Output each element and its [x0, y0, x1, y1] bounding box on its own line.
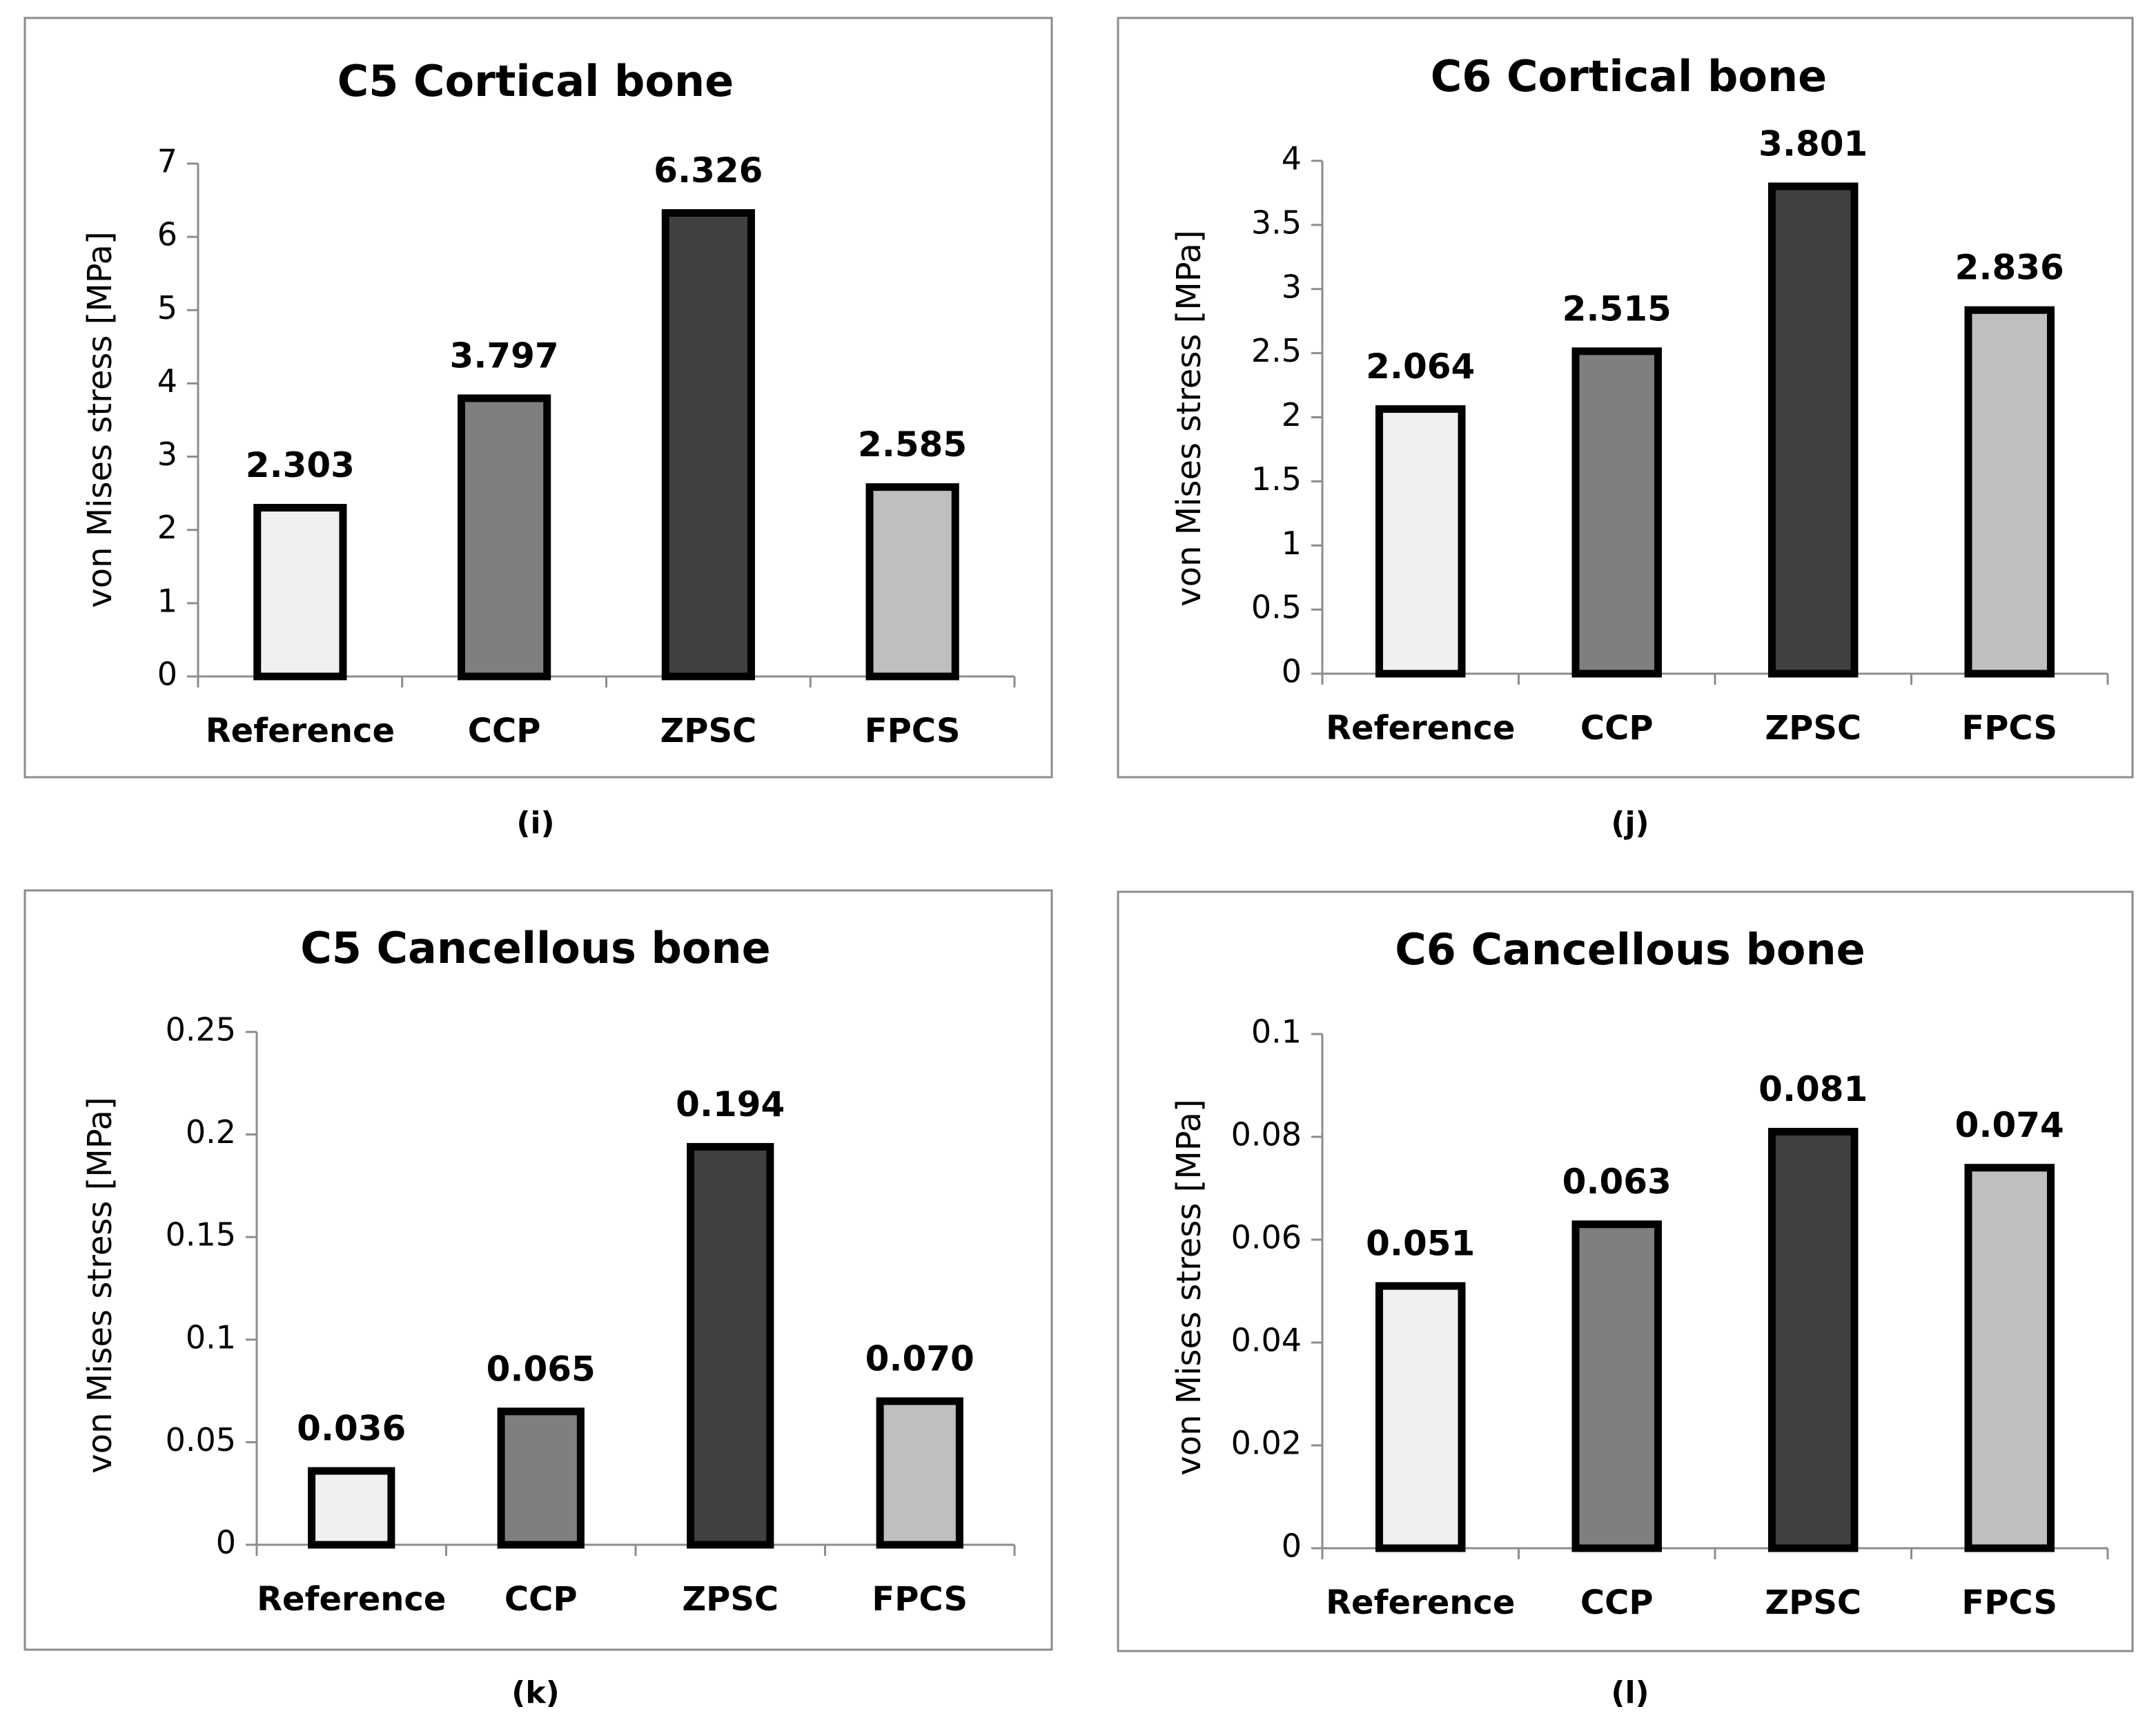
- bar-ccp: [458, 394, 551, 681]
- y-axis-label: von Mises stress [MPa]: [81, 231, 119, 607]
- data-label: 2.064: [1366, 347, 1475, 387]
- x-tick-label: CCP: [504, 1580, 578, 1619]
- x-tick-label: ZPSC: [1765, 709, 1861, 748]
- y-tick-label: 0.15: [166, 1216, 236, 1253]
- bar-reference: [1375, 405, 1466, 678]
- bar-fpcs: [1964, 1164, 2055, 1552]
- data-label: 0.081: [1758, 1069, 1868, 1109]
- bar-zpsc: [661, 209, 755, 681]
- data-label: 0.065: [487, 1349, 596, 1389]
- y-tick-label: 7: [157, 143, 177, 180]
- bar-ccp: [1571, 347, 1662, 678]
- data-label: 2.585: [858, 425, 967, 465]
- x-tick-label: Reference: [1326, 1583, 1515, 1622]
- data-label: 2.836: [1955, 248, 2064, 288]
- chart-title: C5 Cancellous bone: [300, 923, 770, 973]
- y-tick-label: 0.25: [166, 1011, 236, 1048]
- y-tick-label: 3: [1282, 268, 1302, 305]
- y-tick-label: 1.5: [1251, 460, 1302, 498]
- panel-label: (k): [511, 1675, 559, 1710]
- y-tick-label: 0.06: [1231, 1219, 1302, 1256]
- x-tick-label: CCP: [1580, 1583, 1654, 1622]
- bar-reference: [253, 504, 347, 681]
- y-axis-label: von Mises stress [MPa]: [1170, 230, 1208, 606]
- y-tick-label: 0.02: [1231, 1425, 1302, 1462]
- chart-panel-1: C5 Cortical bone (i) von Mises stress [MPa…: [23, 17, 1053, 841]
- data-label: 0.036: [297, 1409, 406, 1449]
- y-tick-label: 0: [1282, 1528, 1302, 1565]
- y-tick-label: 0: [157, 656, 177, 693]
- y-tick-label: 0.2: [186, 1113, 236, 1151]
- bar-zpsc: [1768, 182, 1859, 678]
- bar-zpsc: [1768, 1128, 1859, 1552]
- y-tick-label: 6: [157, 216, 177, 253]
- data-label: 3.801: [1758, 124, 1868, 164]
- y-tick-label: 4: [157, 362, 177, 400]
- y-tick-label: 0.08: [1231, 1116, 1302, 1153]
- bar-fpcs: [1964, 306, 2055, 678]
- chart-title: C6 Cancellous bone: [1395, 924, 1865, 975]
- bar-fpcs: [876, 1397, 963, 1549]
- y-tick-label: 0.1: [1251, 1013, 1302, 1051]
- x-tick-label: Reference: [1326, 709, 1515, 748]
- y-tick-label: 0.05: [166, 1421, 236, 1458]
- y-tick-label: 2: [1282, 396, 1302, 433]
- y-tick-label: 1: [157, 582, 177, 619]
- panel-label: (i): [516, 806, 554, 841]
- y-tick-label: 0.1: [186, 1318, 236, 1356]
- data-label: 0.074: [1955, 1105, 2064, 1145]
- y-tick-label: 0: [216, 1524, 236, 1561]
- y-tick-label: 2.5: [1251, 332, 1302, 369]
- x-tick-label: ZPSC: [682, 1580, 778, 1619]
- chart-title: C6 Cortical bone: [1431, 51, 1827, 101]
- x-tick-label: Reference: [206, 712, 395, 750]
- bar-zpsc: [687, 1142, 774, 1549]
- x-tick-label: CCP: [1580, 709, 1654, 748]
- y-tick-label: 0.04: [1231, 1322, 1302, 1359]
- x-tick-label: FPCS: [865, 712, 961, 750]
- x-tick-label: ZPSC: [1765, 1583, 1861, 1622]
- y-tick-label: 4: [1282, 140, 1302, 177]
- x-tick-label: FPCS: [1961, 1583, 2057, 1622]
- bar-reference: [1375, 1282, 1466, 1552]
- y-tick-label: 0: [1282, 653, 1302, 690]
- y-tick-label: 3.5: [1251, 204, 1302, 241]
- bar-ccp: [497, 1407, 585, 1549]
- data-label: 0.194: [676, 1084, 785, 1124]
- bar-reference: [308, 1467, 395, 1549]
- chart-panel-2: C6 Cortical bone (j) von Mises stress [MPa…: [1117, 17, 2134, 841]
- bar-fpcs: [865, 483, 959, 681]
- x-tick-label: FPCS: [1961, 709, 2057, 748]
- data-label: 0.070: [865, 1338, 974, 1378]
- x-tick-label: ZPSC: [660, 712, 756, 750]
- y-axis-label: von Mises stress [MPa]: [81, 1097, 119, 1473]
- x-tick-label: CCP: [468, 712, 541, 750]
- panel-label: (j): [1611, 806, 1649, 841]
- data-label: 2.303: [246, 445, 355, 485]
- y-axis-label: von Mises stress [MPa]: [1170, 1099, 1208, 1475]
- chart-panel-3: C5 Cancellous bone (k) von Mises stress [M…: [23, 889, 1053, 1710]
- data-label: 6.326: [654, 150, 763, 191]
- data-label: 2.515: [1562, 289, 1672, 329]
- chart-panel-4: C6 Cancellous bone (l) von Mises stress [M…: [1117, 890, 2134, 1710]
- data-label: 0.051: [1366, 1224, 1475, 1264]
- x-tick-label: Reference: [257, 1580, 446, 1619]
- y-tick-label: 1: [1282, 525, 1302, 562]
- panel-label: (l): [1611, 1675, 1649, 1710]
- bar-ccp: [1571, 1220, 1662, 1552]
- data-label: 0.063: [1562, 1162, 1672, 1202]
- x-tick-label: FPCS: [872, 1580, 968, 1619]
- y-tick-label: 0.5: [1251, 589, 1302, 626]
- data-label: 3.797: [450, 335, 559, 375]
- y-tick-label: 2: [157, 509, 177, 546]
- y-tick-label: 3: [157, 436, 177, 473]
- chart-title: C5 Cortical bone: [337, 56, 734, 106]
- y-tick-label: 5: [157, 289, 177, 326]
